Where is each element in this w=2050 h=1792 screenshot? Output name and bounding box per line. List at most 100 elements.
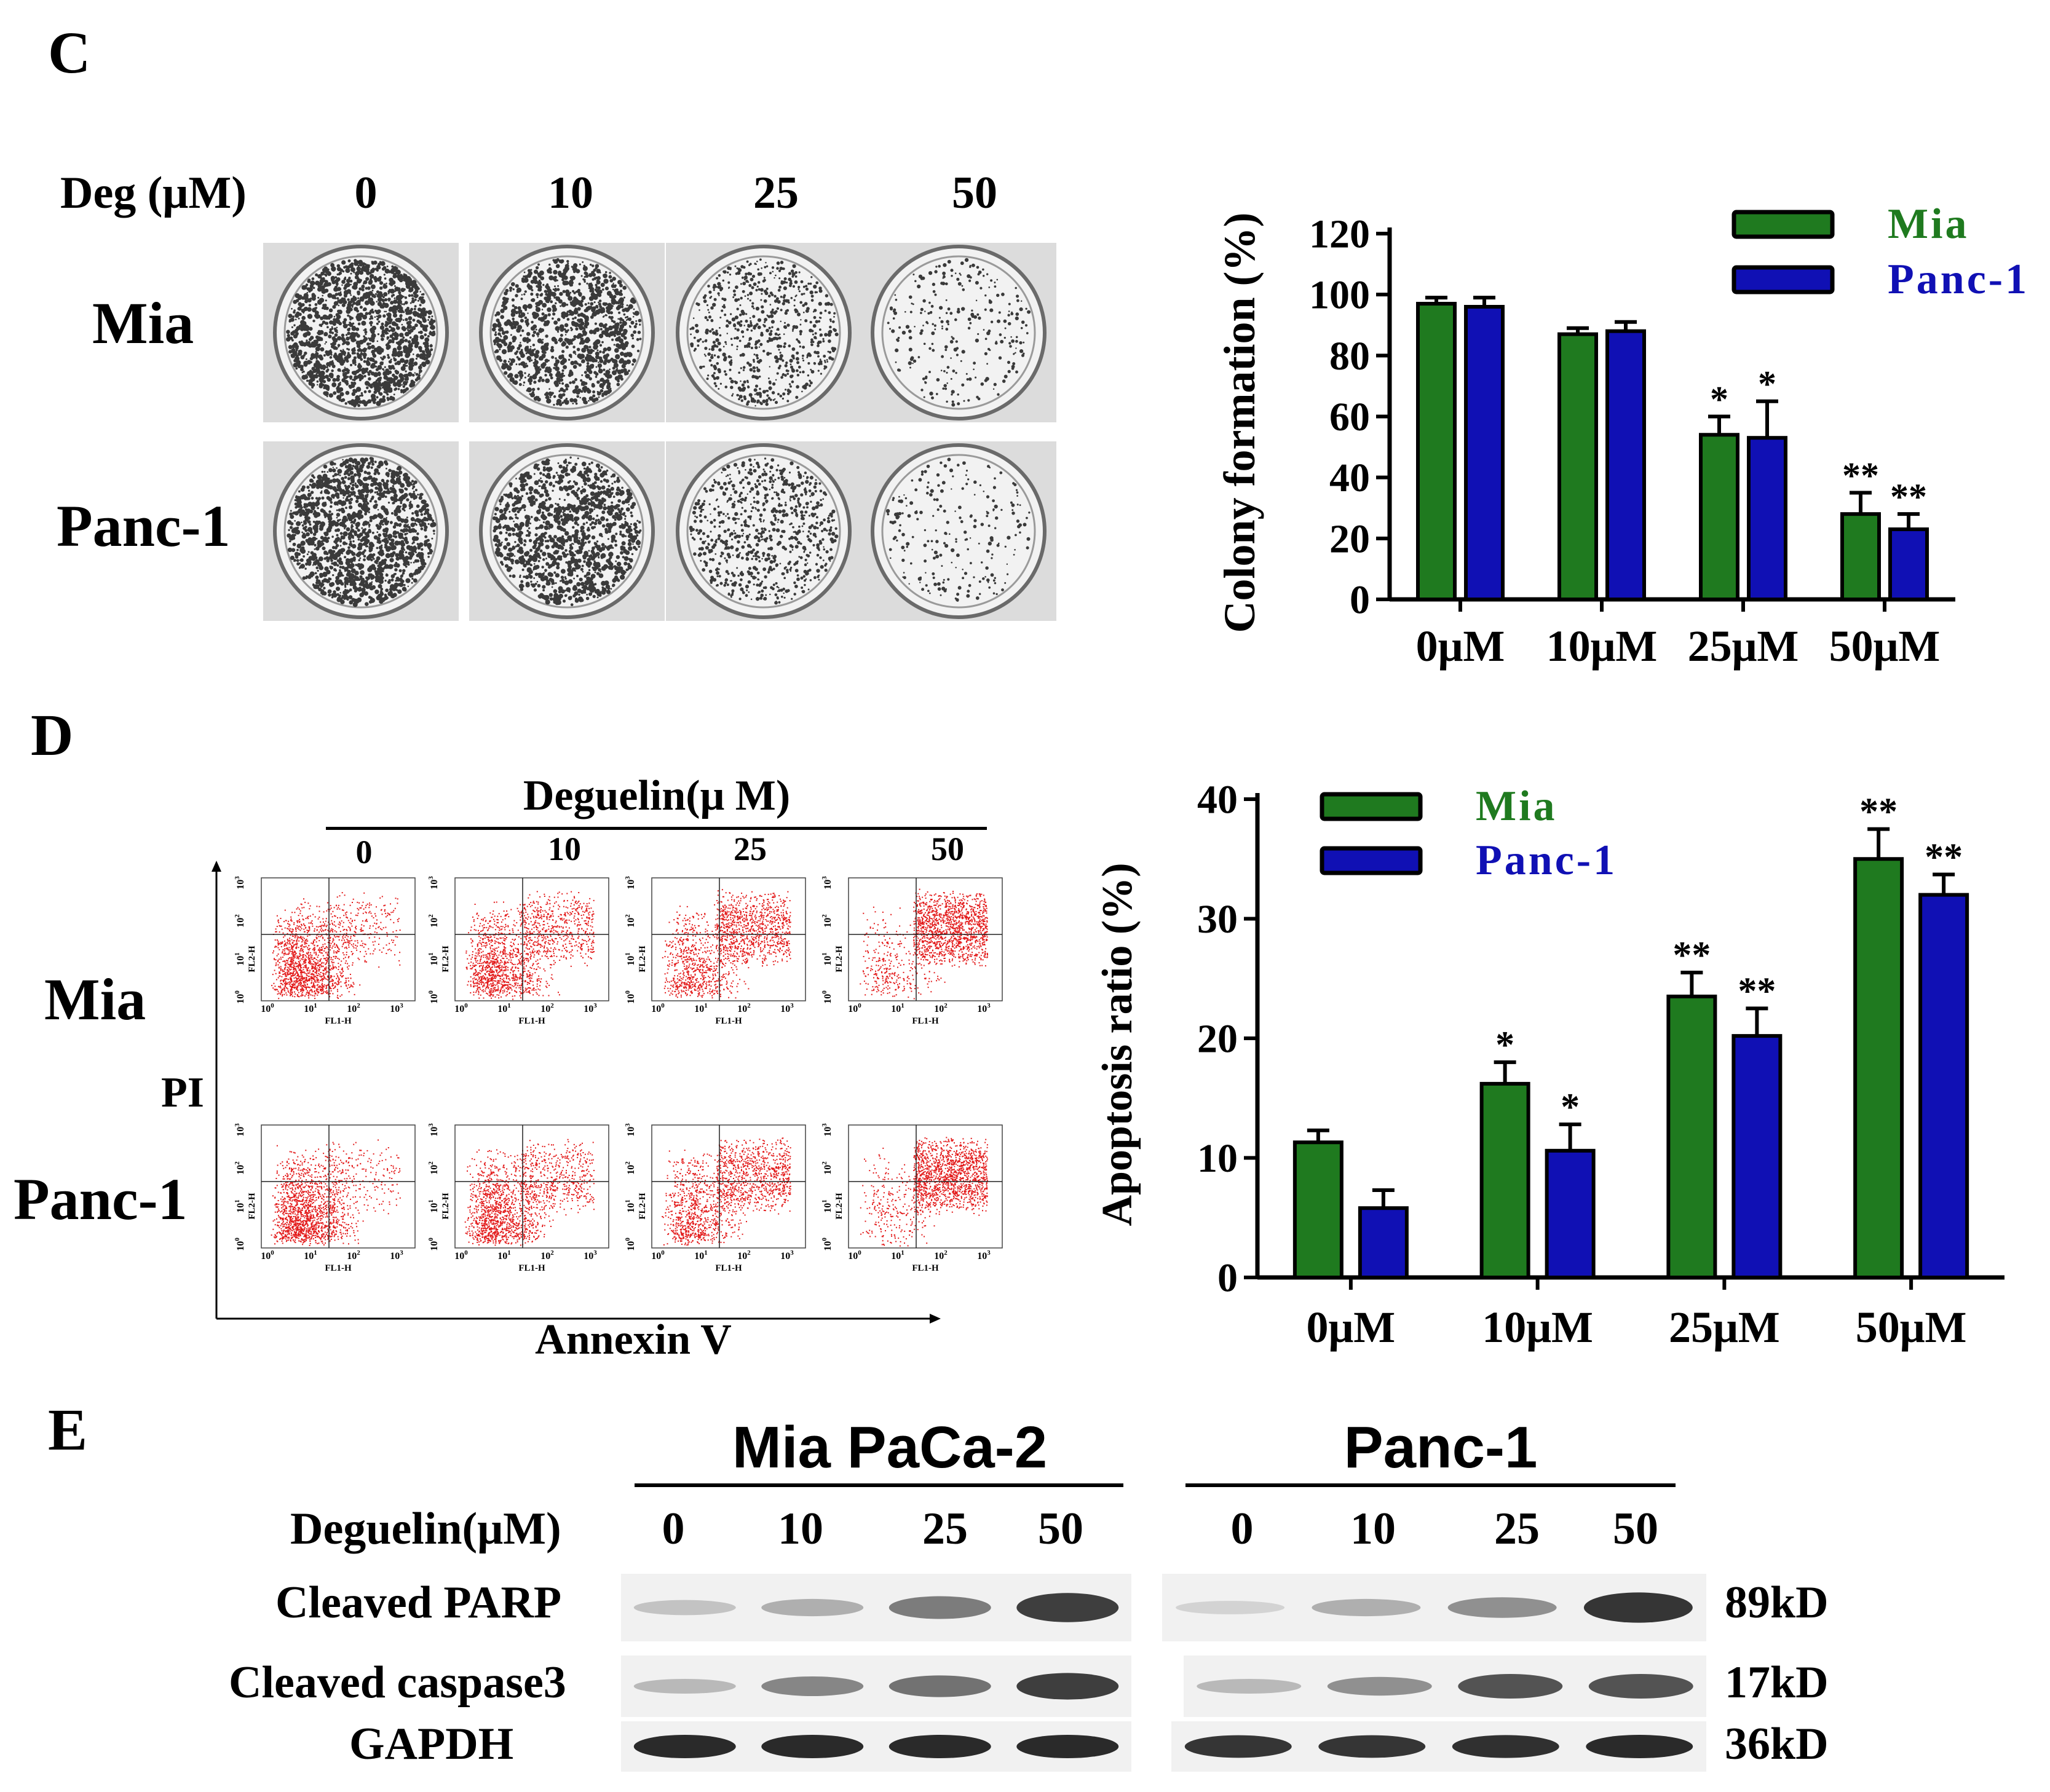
facs-x-tick: 100	[454, 1249, 468, 1261]
panel-c-dose-25: 25	[753, 168, 799, 218]
y-tick-label: 100	[1309, 273, 1370, 318]
facs-y-tick: 103	[821, 1123, 833, 1137]
facs-x-label: FL1-H	[518, 1016, 545, 1026]
bar-panc-1	[1358, 1206, 1409, 1279]
colony-dish-mia-10	[469, 243, 665, 422]
facs-plot-mia-50: 100 100 101 101 102 102 103 103 FL1-H FL2-H	[821, 873, 1005, 1027]
y-axis-label: Colony formation (%)	[1215, 213, 1264, 633]
panel-e-treatment-label: Deguelin(μM)	[290, 1504, 561, 1554]
panel-c-letter: C	[48, 20, 91, 85]
bar-mia	[1416, 302, 1457, 601]
y-tick-label: 80	[1329, 334, 1370, 379]
colony-dish-panc1-10	[469, 441, 665, 621]
facs-image: 100 100 101 101 102 102 103 103 FL1-H FL2-H	[821, 1123, 1003, 1273]
bar-panc-1	[1464, 305, 1505, 601]
significance-label: *	[1710, 379, 1728, 420]
blot-band	[1588, 1674, 1693, 1699]
dish-image	[861, 243, 1056, 422]
blot-band	[1318, 1735, 1426, 1758]
legend-swatch	[1320, 846, 1423, 875]
facs-y-label: FL2-H	[638, 945, 647, 973]
facs-frame	[651, 877, 806, 1001]
facs-x-tick: 102	[540, 1249, 554, 1261]
colony-dish-mia-50	[861, 243, 1056, 422]
facs-x-tick: 101	[694, 1002, 708, 1014]
panel-c-dose-50: 50	[952, 168, 997, 218]
blot-band	[1016, 1734, 1119, 1759]
facs-x-label: FL1-H	[715, 1016, 742, 1026]
facs-y-tick: 101	[624, 1199, 636, 1213]
facs-x-tick: 103	[584, 1002, 597, 1014]
dish-image	[263, 441, 459, 621]
legend-swatch	[1731, 265, 1835, 294]
facs-y-tick: 100	[427, 1237, 440, 1251]
blot-band	[761, 1598, 864, 1617]
dish-inner-rim	[489, 255, 644, 410]
facs-y-tick: 101	[427, 952, 440, 966]
facs-plot-panc1-25: 100 100 101 101 102 102 103 103 FL1-H FL2-H	[624, 1120, 809, 1274]
facs-events	[464, 1139, 595, 1246]
dish-inner-rim	[686, 255, 841, 410]
facs-y-tick: 102	[821, 914, 833, 928]
facs-y-tick: 102	[821, 1161, 833, 1175]
bar-mia	[1292, 1140, 1344, 1280]
facs-events	[465, 891, 595, 1000]
colony-dots	[287, 457, 437, 607]
facs-plot-panc1-0: 100 100 101 101 102 102 103 103 FL1-H FL2-H	[234, 1120, 418, 1274]
facs-y-label: FL2-H	[247, 945, 257, 973]
significance-label: *	[1758, 364, 1776, 405]
colony-dish-panc1-25	[666, 441, 861, 621]
facs-x-tick: 103	[977, 1002, 991, 1014]
bar-panc-1	[1918, 893, 1969, 1280]
panel-d-letter: D	[31, 702, 74, 768]
facs-x-tick: 100	[261, 1249, 274, 1261]
blot-band	[1016, 1673, 1119, 1700]
facs-image: 100 100 101 101 102 102 103 103 FL1-H FL2-H	[624, 876, 806, 1026]
facs-y-tick: 100	[624, 990, 636, 1004]
colony-formation-chart: Colony formation (%) 0 20 40 60 80 100 120 0μM 10…	[1215, 200, 2027, 671]
significance-label: **	[1859, 791, 1898, 833]
panel-e-dose-6: 10	[1350, 1504, 1396, 1554]
facs-events	[662, 889, 791, 999]
dish-inner-rim	[686, 454, 841, 609]
facs-events	[860, 888, 988, 1000]
facs-y-tick: 103	[234, 876, 246, 890]
facs-x-tick: 100	[651, 1002, 665, 1014]
blot-parp-panc1	[1162, 1574, 1706, 1641]
significance-label: **	[1842, 455, 1879, 495]
bar-panc-1	[1731, 1034, 1783, 1279]
facs-frame	[261, 877, 416, 1001]
blot-band	[633, 1600, 736, 1616]
facs-x-tick: 103	[780, 1249, 794, 1261]
bar-mia	[1853, 857, 1904, 1279]
facs-x-label: FL1-H	[912, 1016, 939, 1026]
panel-d-header-line	[326, 827, 987, 830]
blot-image	[621, 1656, 1131, 1717]
y-tick-label: 0	[1350, 577, 1370, 622]
facs-x-tick: 101	[497, 1002, 511, 1014]
panel-e-dose-4: 50	[1038, 1504, 1083, 1554]
panel-c-dose-10: 10	[548, 168, 593, 218]
y-axis-label: Apoptosis ratio (%)	[1094, 862, 1141, 1226]
facs-y-tick: 101	[821, 952, 833, 966]
x-tick-label: 25μM	[1669, 1303, 1780, 1352]
facs-x-tick: 103	[390, 1249, 403, 1261]
blot-band	[1586, 1734, 1693, 1759]
bar-mia	[1557, 332, 1598, 601]
blot-band	[1447, 1597, 1557, 1618]
significance-label: *	[1561, 1086, 1580, 1128]
bar-panc-1	[1545, 1148, 1596, 1280]
dish-image	[861, 441, 1056, 621]
facs-x-tick: 101	[891, 1249, 904, 1261]
facs-x-label: FL1-H	[325, 1016, 352, 1026]
facs-image: 100 100 101 101 102 102 103 103 FL1-H FL2-H	[234, 1123, 416, 1273]
facs-x-tick: 102	[934, 1002, 948, 1014]
x-tick-label: 25μM	[1688, 622, 1799, 671]
facs-x-tick: 100	[261, 1002, 274, 1014]
facs-y-label: FL2-H	[638, 1193, 647, 1220]
y-tick-label: 20	[1329, 516, 1370, 561]
blot-band	[1016, 1593, 1119, 1622]
facs-frame	[261, 1124, 416, 1249]
facs-image: 100 100 101 101 102 102 103 103 FL1-H FL2-H	[821, 876, 1003, 1026]
facs-x-tick: 103	[584, 1249, 597, 1261]
